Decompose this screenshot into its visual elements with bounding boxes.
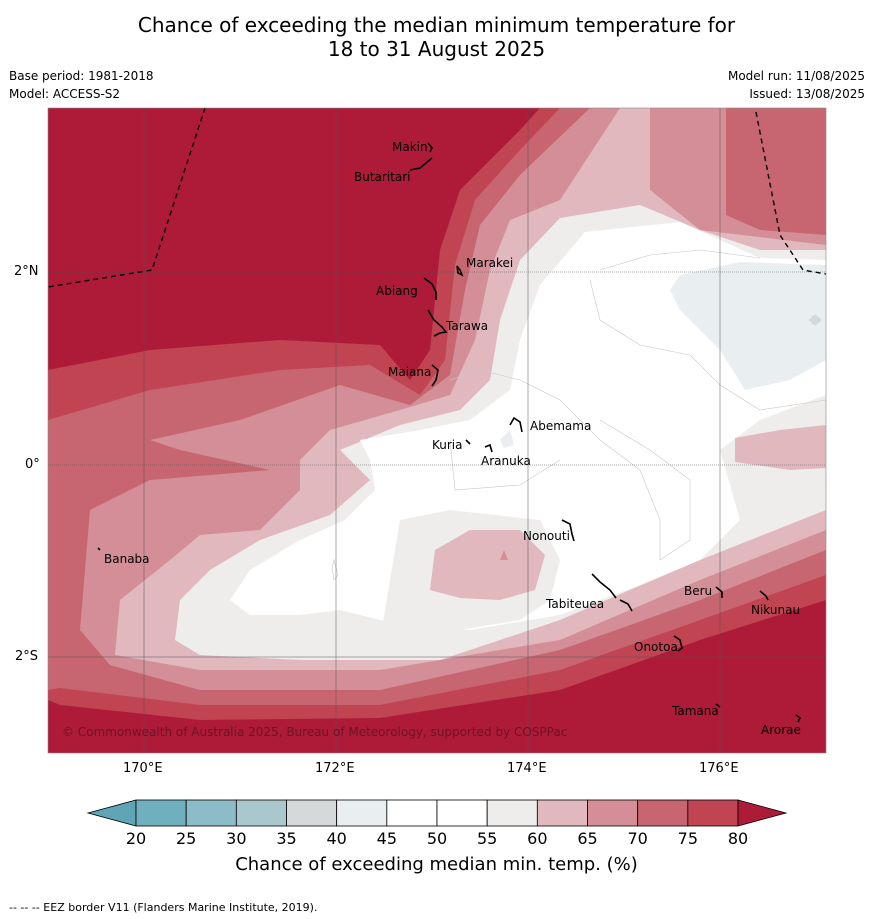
colorbar-tick-label: 70 <box>627 829 648 848</box>
lat-label-0: 0° <box>25 457 40 472</box>
label-beru: Beru <box>684 584 712 598</box>
colorbar-tick-label: 65 <box>577 829 598 848</box>
map-title-line1: Chance of exceeding the median minimum t… <box>137 13 736 37</box>
contour-line-2 <box>449 369 691 561</box>
colorbar-tick-label: 45 <box>376 829 397 848</box>
patch-60-65-east <box>735 425 826 470</box>
label-onotoa: Onotoa <box>634 640 678 654</box>
island-nikunau <box>759 590 769 601</box>
colorbar-segment <box>687 799 739 827</box>
eez-border <box>47 107 827 288</box>
lon-label-170e: 170°E <box>123 761 163 776</box>
copyright-note: © Commonwealth of Australia 2025, Bureau… <box>62 725 567 739</box>
colorbar-tick-label: 75 <box>677 829 698 848</box>
patch-65-70-south <box>500 550 508 560</box>
colorbar-segment <box>286 799 338 827</box>
colorbar-segment <box>336 799 388 827</box>
colorbar-segment <box>185 799 237 827</box>
label-arorae: Arorae <box>761 723 801 737</box>
label-tabiteuea: Tabiteuea <box>545 597 604 611</box>
island-aranuka <box>484 443 493 453</box>
islands <box>97 142 802 723</box>
patch-60-65-south <box>430 530 545 600</box>
issued-date: Issued: 13/08/2025 <box>749 87 865 101</box>
colorbar-extend-high <box>737 799 788 827</box>
label-nonouti: Nonouti <box>523 529 570 543</box>
label-marakei: Marakei <box>466 256 513 270</box>
label-abiang: Abiang <box>376 284 418 298</box>
contour-line-4 <box>331 558 339 581</box>
island-nonouti <box>561 519 575 542</box>
model-name: Model: ACCESS-S2 <box>9 87 121 101</box>
island-abiang <box>423 277 437 300</box>
probability-map <box>48 108 826 753</box>
band-40-45 <box>670 262 826 390</box>
island-banaba <box>97 547 101 551</box>
label-kuria: Kuria <box>432 438 463 452</box>
lat-label-2n: 2°N <box>14 264 39 279</box>
contour-line-1 <box>589 249 826 411</box>
model-run-date: Model run: 11/08/2025 <box>727 69 865 83</box>
colorbar-tick-label: 30 <box>226 829 247 848</box>
small-diamond <box>808 314 822 326</box>
lat-label-2s: 2°S <box>15 649 39 664</box>
label-nikunau: Nikunau <box>751 603 800 617</box>
colorbar-tick-label: 60 <box>527 829 548 848</box>
colorbar-segment <box>436 799 488 827</box>
eez-footnote: -- -- -- EEZ border V11 (Flanders Marine… <box>9 901 318 914</box>
island-kuria <box>465 439 471 445</box>
island-tarawa <box>427 309 448 337</box>
island-marakei <box>456 265 464 277</box>
colorbar-segment <box>637 799 689 827</box>
colorbar-tick-label: 35 <box>276 829 297 848</box>
label-aranuka: Aranuka <box>481 454 531 468</box>
island-butaritari <box>409 157 433 171</box>
colorbar <box>86 799 788 827</box>
label-tarawa: Tarawa <box>445 319 488 333</box>
colorbar-tick-label: 80 <box>727 829 749 848</box>
label-abemama: Abemama <box>530 419 591 433</box>
island-abemama <box>509 416 523 433</box>
island-arorae <box>795 714 802 723</box>
colorbar-label: Chance of exceeding median min. temp. (%… <box>235 854 638 875</box>
map-frame <box>47 107 827 754</box>
base-period: Base period: 1981-2018 <box>9 69 154 83</box>
colorbar-segment <box>235 799 287 827</box>
island-onotoa <box>673 635 683 652</box>
lon-label-174e: 174°E <box>507 761 547 776</box>
colorbar-segment <box>587 799 639 827</box>
map-title-line2: 18 to 31 August 2025 <box>327 37 546 61</box>
label-butaritari: Butaritari <box>354 170 411 184</box>
label-tamana: Tamana <box>671 704 719 718</box>
colorbar-tick-label: 20 <box>125 829 147 848</box>
colorbar-extend-low <box>86 799 137 827</box>
island-makin <box>427 142 433 153</box>
lon-label-172e: 172°E <box>315 761 355 776</box>
island-maiana <box>431 364 439 387</box>
patch-small-central <box>500 430 514 448</box>
colorbar-segment <box>536 799 588 827</box>
island-tamana <box>715 703 721 708</box>
place-labels: Makin Butaritari Marakei Abiang Tarawa M… <box>104 140 801 737</box>
island-tabiteuea <box>591 573 633 612</box>
label-banaba: Banaba <box>104 552 150 566</box>
colorbar-tick-label: 50 <box>426 829 448 848</box>
label-makin: Makin <box>392 140 428 154</box>
colorbar-tick-label: 55 <box>476 829 498 848</box>
colorbar-tick-label: 40 <box>326 829 347 848</box>
island-beru <box>715 586 723 598</box>
label-maiana: Maiana <box>388 365 431 379</box>
graticule <box>48 108 826 753</box>
colorbar-segment <box>135 799 187 827</box>
colorbar-segment <box>486 799 538 827</box>
colorbar-segment <box>386 799 438 827</box>
colorbar-tick-label: 25 <box>175 829 197 848</box>
lon-label-176e: 176°E <box>699 761 739 776</box>
